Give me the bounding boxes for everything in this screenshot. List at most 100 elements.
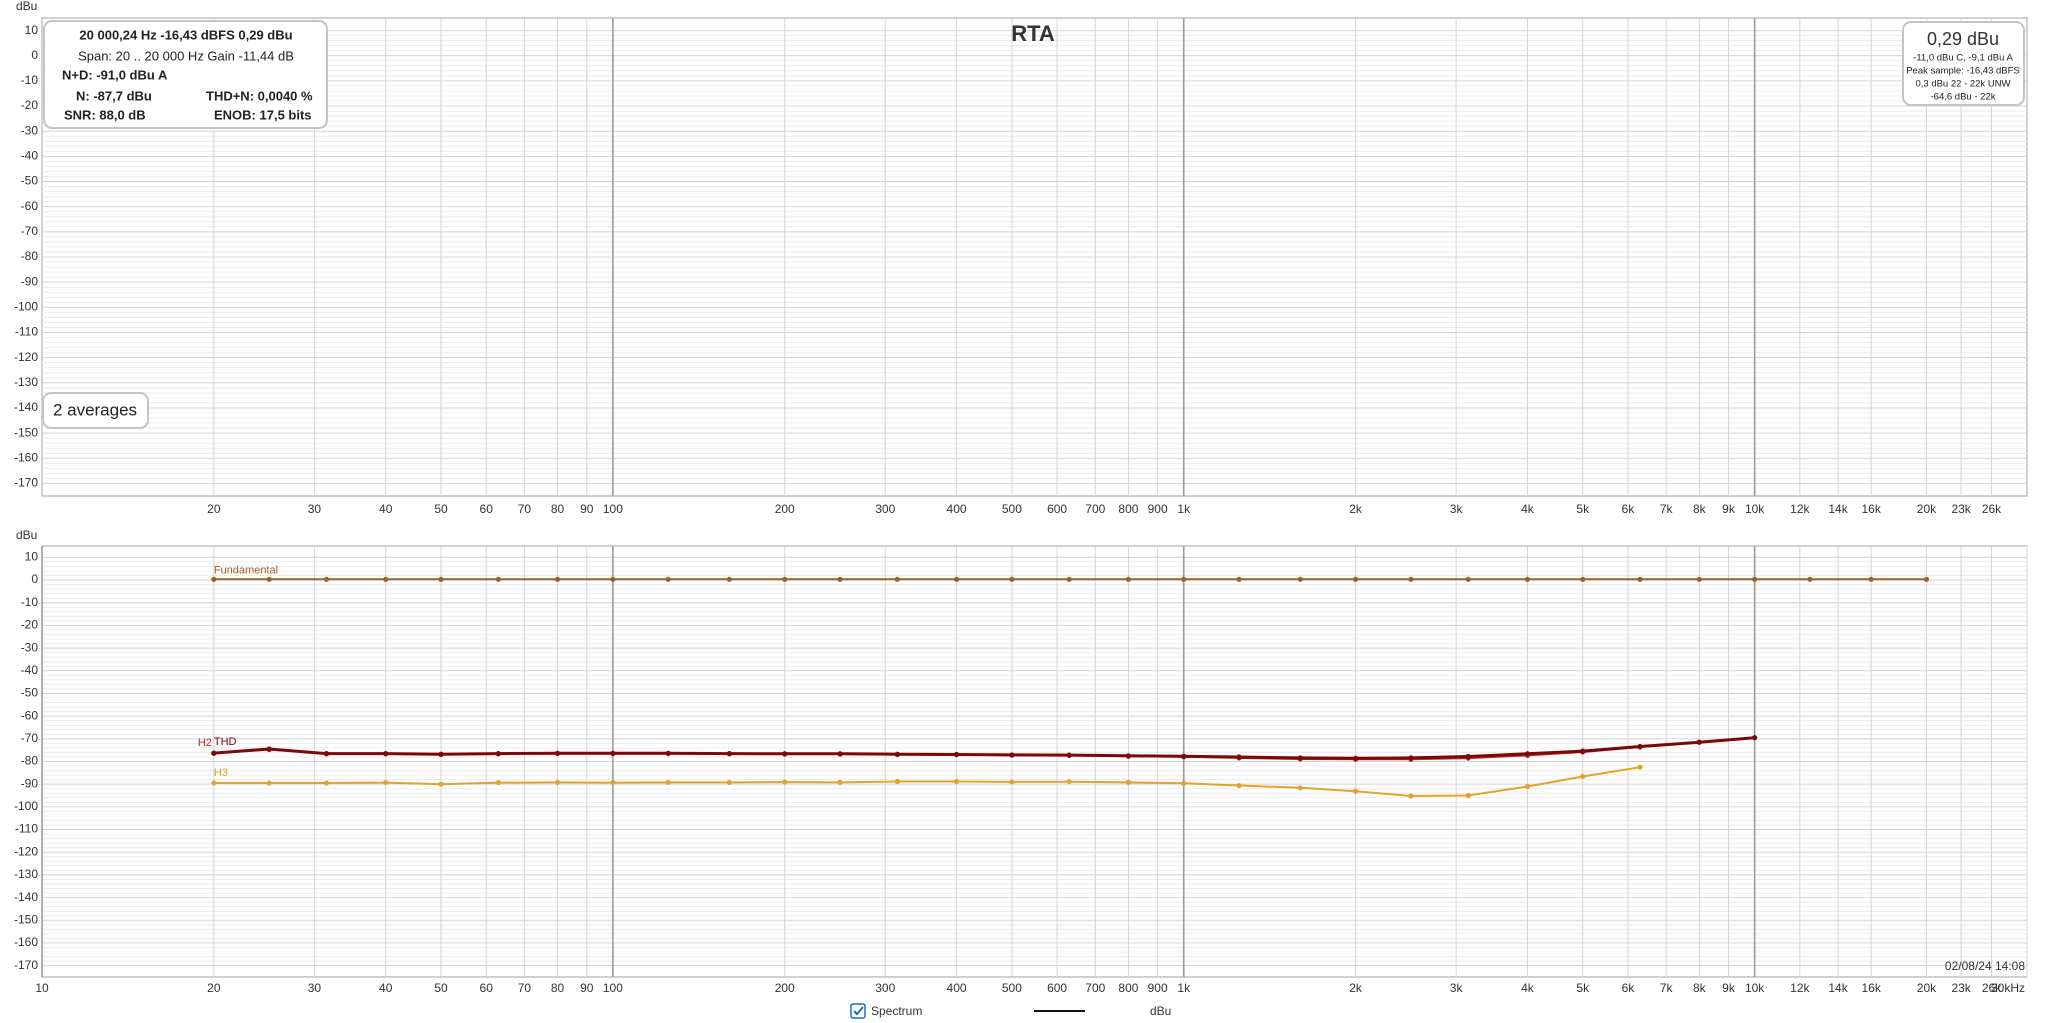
x-tick-label: 50 bbox=[434, 502, 448, 516]
x-tick-label: 23k bbox=[1951, 981, 1971, 995]
data-point bbox=[211, 576, 217, 582]
data-point bbox=[1125, 753, 1132, 759]
data-point bbox=[1009, 752, 1015, 758]
data-point bbox=[782, 779, 788, 785]
data-point bbox=[1637, 764, 1643, 770]
data-point bbox=[1297, 576, 1303, 582]
data-point bbox=[554, 576, 561, 582]
data-point bbox=[894, 576, 900, 582]
x-tick-label: 40 bbox=[379, 981, 393, 995]
data-point bbox=[1408, 576, 1414, 582]
data-point bbox=[1524, 751, 1531, 757]
averages-box[interactable] bbox=[42, 392, 149, 429]
level-line: -11,0 dBu C, -9,1 dBu A bbox=[1913, 53, 2013, 64]
x-tick-label: 100 bbox=[603, 502, 623, 516]
x-tick-label: 26k bbox=[1982, 502, 2002, 516]
x-tick-label: 16k bbox=[1861, 981, 1881, 995]
data-point bbox=[782, 576, 788, 582]
y-tick-label: -60 bbox=[21, 199, 39, 213]
series-line bbox=[213, 736, 1755, 760]
y-tick-label: -100 bbox=[14, 299, 38, 313]
y-tick-label: -130 bbox=[14, 867, 38, 881]
y-tick-label: -160 bbox=[14, 935, 38, 949]
data-point bbox=[953, 778, 960, 785]
x-tick-label: 20k bbox=[1917, 981, 1937, 995]
data-point bbox=[1465, 576, 1471, 582]
x-tick-label: 200 bbox=[775, 502, 795, 516]
data-point bbox=[1868, 576, 1874, 582]
x-tick-label: 14k bbox=[1828, 981, 1848, 995]
data-point bbox=[1696, 739, 1702, 745]
y-tick-label: 0 bbox=[31, 48, 38, 62]
data-point bbox=[1352, 788, 1359, 794]
y-tick-label: -130 bbox=[14, 375, 38, 389]
x-tick-label: 60 bbox=[480, 502, 494, 516]
data-point bbox=[1125, 576, 1132, 582]
info-text: N+D: -91,0 dBu A bbox=[62, 67, 168, 82]
data-point bbox=[665, 779, 671, 785]
x-tick-label: 90 bbox=[580, 981, 594, 995]
chart-title: RTA bbox=[1011, 21, 1055, 46]
x-tick-label: 20k bbox=[1917, 502, 1937, 516]
y-tick-label: -10 bbox=[21, 73, 39, 87]
y-tick-label: -40 bbox=[21, 663, 39, 677]
spectrum-checkbox[interactable] bbox=[850, 1003, 866, 1019]
series-label: Fundamental bbox=[214, 564, 278, 576]
x-tick-label: 1k bbox=[1177, 981, 1191, 995]
x-tick-label: 600 bbox=[1047, 981, 1067, 995]
x-tick-label: 12k bbox=[1790, 981, 1810, 995]
x-tick-label: 2k bbox=[1349, 981, 1363, 995]
info-text: ENOB: 17,5 bits bbox=[214, 107, 312, 122]
x-tick-label: 16k bbox=[1861, 502, 1881, 516]
x-tick-label: 90 bbox=[580, 502, 594, 516]
y-tick-label: -70 bbox=[21, 731, 39, 745]
x-tick-label: 300 bbox=[875, 502, 895, 516]
data-point bbox=[1297, 785, 1303, 791]
x-tick-label: 6k bbox=[1622, 981, 1636, 995]
data-point bbox=[1009, 779, 1015, 785]
data-point bbox=[1181, 576, 1187, 582]
series-line bbox=[213, 766, 1641, 798]
data-point bbox=[837, 576, 843, 582]
x-tick-label: 200 bbox=[775, 981, 795, 995]
y-tick-label: -110 bbox=[15, 325, 38, 339]
y-tick-label: -40 bbox=[21, 149, 39, 163]
data-point bbox=[1465, 792, 1471, 799]
data-point bbox=[665, 576, 671, 582]
y-tick-label: -60 bbox=[21, 708, 39, 722]
x-tick-label: 20 bbox=[207, 502, 221, 516]
y-tick-label: -120 bbox=[14, 350, 38, 364]
y-axis-label: dBu bbox=[16, 528, 37, 542]
x-tick-label: 5k bbox=[1576, 502, 1590, 516]
y-tick-label: -160 bbox=[14, 450, 38, 464]
x-tick-label: 23k bbox=[1951, 502, 1971, 516]
info-text: THD+N: 0,0040 % bbox=[206, 88, 313, 103]
data-point bbox=[1637, 743, 1643, 750]
averages-label: 2 averages bbox=[53, 400, 137, 419]
data-point bbox=[383, 750, 389, 757]
x-tick-label: 4k bbox=[1521, 502, 1535, 516]
data-point bbox=[438, 576, 444, 582]
x-tick-label: 7k bbox=[1660, 502, 1674, 516]
data-point bbox=[1066, 779, 1072, 785]
data-point bbox=[266, 576, 272, 582]
data-point bbox=[495, 576, 501, 582]
level-box bbox=[1902, 21, 2025, 106]
data-point bbox=[323, 780, 330, 786]
info-text: N: -87,7 dBu bbox=[76, 88, 152, 103]
y-tick-label: -120 bbox=[14, 844, 38, 858]
data-point bbox=[1524, 576, 1531, 582]
x-tick-label: 2k bbox=[1349, 502, 1363, 516]
data-point bbox=[1923, 576, 1930, 582]
data-point bbox=[1465, 753, 1471, 760]
x-tick-label: 700 bbox=[1085, 981, 1105, 995]
data-point bbox=[1066, 752, 1072, 758]
y-tick-label: -20 bbox=[21, 98, 39, 112]
data-point bbox=[1009, 576, 1015, 582]
y-tick-label: -30 bbox=[21, 123, 39, 137]
x-tick-label: 300 bbox=[875, 981, 895, 995]
x-tick-label: 700 bbox=[1085, 502, 1105, 516]
data-point bbox=[1580, 773, 1586, 780]
